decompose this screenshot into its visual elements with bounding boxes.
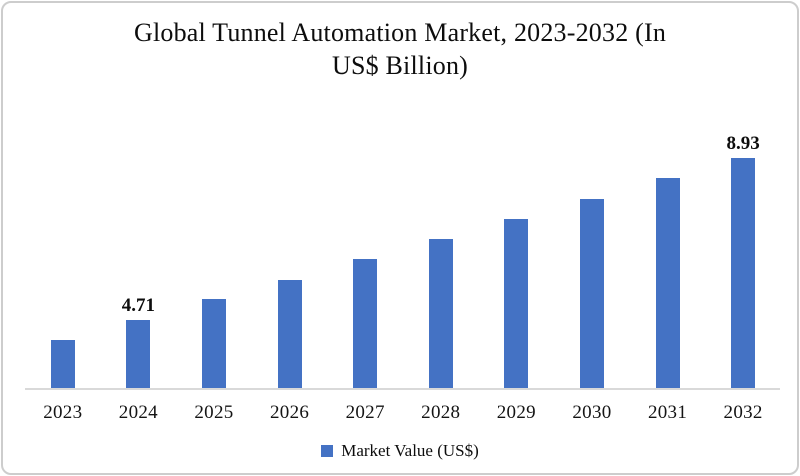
bar-2031 <box>655 178 680 389</box>
x-tick-2032: 2032 <box>723 402 763 423</box>
x-tick-2027: 2027 <box>345 402 385 423</box>
bar-column-2024: 4.71 <box>101 121 177 389</box>
bar-column-2026 <box>252 121 328 389</box>
legend-swatch-icon <box>321 445 334 457</box>
x-tick-2031: 2031 <box>647 402 688 423</box>
bar-column-2031 <box>630 121 706 389</box>
bar-2028 <box>428 238 453 389</box>
bar-2024 <box>126 319 151 389</box>
legend: Market Value (US$) <box>3 441 797 461</box>
bar-column-2030 <box>554 121 630 389</box>
x-tick-2023: 2023 <box>43 402 83 423</box>
x-tick-2029: 2029 <box>496 402 536 423</box>
bar-column-2025 <box>176 121 252 389</box>
bar-2023 <box>50 340 75 389</box>
x-tick-2024: 2024 <box>118 402 158 423</box>
x-tick-2030: 2030 <box>572 402 612 423</box>
bar-value-label-2024: 4.71 <box>121 294 156 316</box>
bar-2026 <box>277 279 302 389</box>
x-axis-line <box>25 388 780 390</box>
bar-2030 <box>579 198 604 389</box>
bar-column-2032: 8.93 <box>705 121 781 389</box>
x-tick-2028: 2028 <box>421 402 461 423</box>
bar-value-label-2032: 8.93 <box>726 133 760 155</box>
x-tick-2026: 2026 <box>269 402 310 423</box>
chart-title-line2: US$ Billion) <box>331 51 469 80</box>
bar-column-2029 <box>479 121 555 389</box>
bar-2029 <box>504 218 529 389</box>
bar-2027 <box>353 259 378 389</box>
legend-label: Market Value (US$) <box>341 441 479 460</box>
bar-2025 <box>201 299 226 389</box>
chart-title: Global Tunnel Automation Market, 2023-20… <box>3 16 797 82</box>
x-axis-labels: 2023 2024 2025 2026 2027 2028 2029 2030 … <box>25 402 781 424</box>
bar-column-2023 <box>25 121 101 389</box>
x-tick-2025: 2025 <box>194 402 234 423</box>
bar-2032 <box>731 158 756 389</box>
bar-column-2028 <box>403 121 479 389</box>
plot-area: 4.71 8.93 <box>25 121 781 389</box>
bar-column-2027 <box>327 121 403 389</box>
chart-title-line1: Global Tunnel Automation Market, 2023-20… <box>133 18 667 47</box>
